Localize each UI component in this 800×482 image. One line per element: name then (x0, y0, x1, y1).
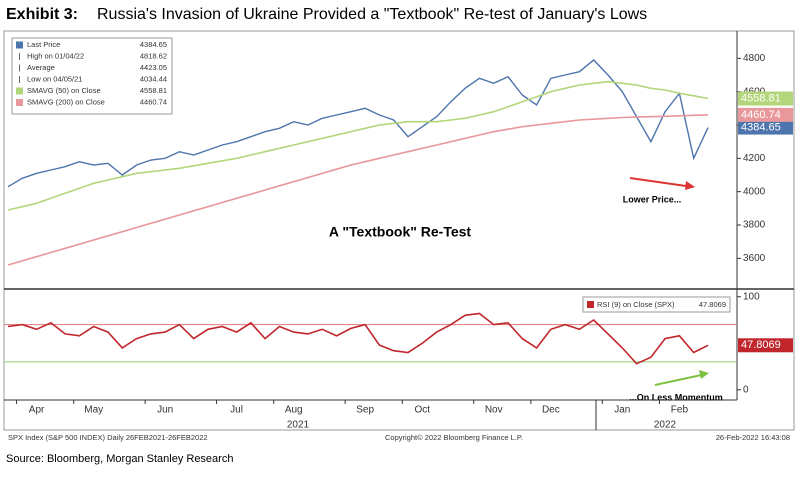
green-arrow-head (699, 370, 709, 379)
legend-label: Average (27, 63, 55, 72)
x-tick-label: Jul (230, 405, 243, 416)
y-tick-label: 100 (743, 291, 760, 302)
y-tick-label: 0 (743, 384, 749, 395)
value-tag-label: 4384.65 (741, 121, 781, 133)
footer-left: SPX Index (S&P 500 INDEX) Daily 26FEB202… (8, 433, 208, 442)
x-tick-label: Feb (671, 405, 689, 416)
legend-value: 4558.81 (140, 86, 167, 95)
x-tick-label: Nov (485, 405, 503, 416)
title-exhibit: Exhibit 3: (6, 6, 78, 23)
legend-label: SMAVG (200) on Close (27, 97, 105, 106)
x-tick-label: May (84, 405, 103, 416)
legend-label: High on 01/04/22 (27, 51, 84, 60)
y-tick-label: 4000 (743, 186, 766, 197)
red-arrow-head (685, 181, 695, 190)
legend (582, 296, 731, 313)
series-line (7, 114, 709, 266)
legend-value: 4384.65 (140, 40, 167, 49)
legend-label: SMAVG (50) on Close (27, 86, 101, 95)
x-tick-label: Dec (542, 405, 560, 416)
series-line (7, 80, 709, 211)
x-tick-label: Sep (356, 405, 374, 416)
y-tick-label: 4200 (743, 153, 766, 164)
legend-swatch (587, 301, 594, 308)
legend-swatch (16, 41, 23, 49)
legend (11, 37, 173, 115)
legend-label: Last Price (27, 40, 60, 49)
series-line (7, 59, 709, 188)
x-tick-label: Jun (157, 405, 173, 416)
series-line (7, 312, 709, 365)
legend-value: 4818.62 (140, 51, 167, 60)
value-tag (738, 120, 793, 135)
value-tag-label: 47.8069 (741, 339, 781, 351)
chart-frame (3, 30, 795, 431)
source: Source: Bloomberg, Morgan Stanley Resear… (6, 453, 233, 465)
value-tag-label: 4460.74 (741, 109, 781, 121)
legend-swatch (16, 99, 23, 106)
y-tick-label: 4800 (743, 53, 766, 64)
x-tick-label: Jan (614, 405, 630, 416)
y-tick-label: 3600 (743, 253, 766, 264)
annotation: Lower Price... (623, 194, 682, 204)
year-label: 2021 (287, 420, 310, 431)
legend-label: RSI (9) on Close (SPX) (597, 300, 675, 309)
value-tag (738, 91, 793, 106)
legend-swatch (16, 87, 23, 95)
value-tag-label: 4558.81 (741, 92, 781, 104)
footer-center: Copyright© 2022 Bloomberg Finance L.P. (385, 433, 523, 442)
legend-value: 4034.44 (140, 74, 167, 83)
footer-right: 26-Feb-2022 16:43:08 (716, 433, 790, 442)
red-arrow (629, 177, 694, 188)
year-label: 2022 (654, 420, 677, 431)
chart-title: Russia's Invasion of Ukraine Provided a … (97, 6, 647, 23)
legend-value: 4460.74 (140, 97, 167, 106)
y-tick-label: 3800 (743, 220, 766, 231)
x-tick-label: Oct (415, 405, 431, 416)
value-tag (738, 338, 793, 353)
annotation: ...On Less Momentum (629, 392, 723, 402)
x-tick-label: Apr (29, 405, 45, 416)
annotation: A "Textbook" Re-Test (329, 224, 471, 240)
legend-label: Low on 04/05/21 (27, 74, 82, 83)
legend-value: 47.8069 (699, 300, 726, 309)
legend-value: 4423.05 (140, 63, 167, 72)
value-tag (738, 107, 793, 122)
x-tick-label: Aug (285, 405, 303, 416)
green-arrow (654, 373, 707, 386)
